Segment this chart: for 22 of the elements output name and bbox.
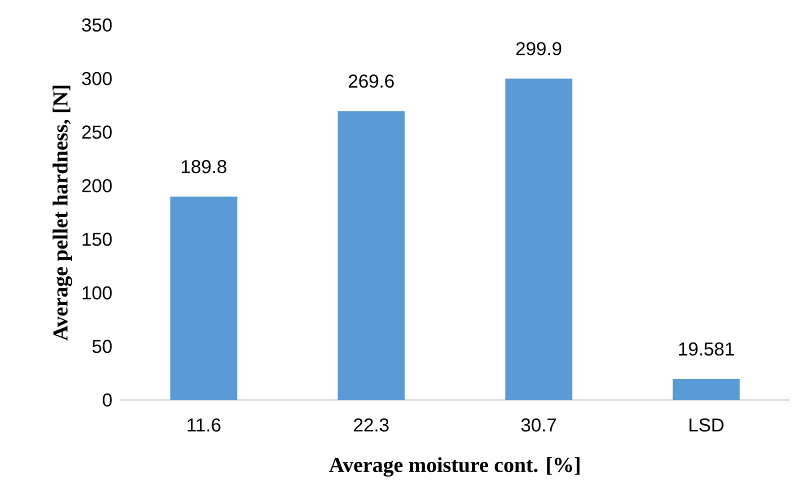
data-label: 189.8	[182, 160, 226, 174]
y-tick-label: 200	[82, 179, 112, 192]
bar	[672, 379, 740, 400]
x-tick-label: 30.7	[521, 418, 556, 432]
data-label: 269.6	[348, 74, 394, 88]
y-tick-label: 150	[82, 232, 112, 246]
data-label: 19.581	[679, 342, 734, 356]
y-tick-label: 50	[92, 340, 112, 354]
x-tick-label: LSD	[690, 418, 724, 432]
y-tick-label: 350	[82, 18, 112, 32]
bar	[170, 196, 238, 400]
bar	[338, 111, 405, 400]
bar	[505, 78, 572, 400]
x-tick-label: 11.6	[188, 418, 220, 432]
y-tick-label: 300	[82, 72, 112, 86]
x-tick-label: 22.3	[354, 418, 389, 432]
y-axis-title: Average pellet hardness, [N]	[52, 86, 72, 341]
y-tick-label: 0	[102, 393, 112, 407]
data-label: 299.9	[516, 42, 562, 56]
y-tick-label: 100	[82, 286, 112, 300]
x-axis-title: Average moisture cont. [%]	[329, 457, 580, 477]
y-tick-label: 250	[82, 126, 112, 139]
